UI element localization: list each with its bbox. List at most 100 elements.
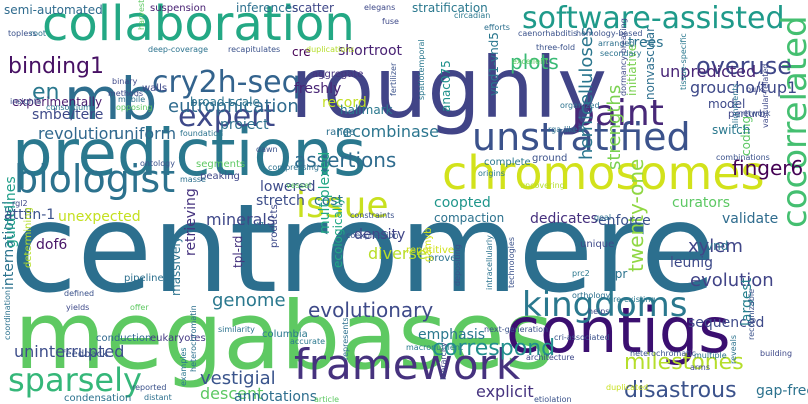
word: vessel	[286, 181, 312, 190]
word: perturb	[728, 109, 766, 120]
word: alignments	[731, 83, 740, 128]
word: evolutionary	[308, 298, 434, 322]
word: leunig	[670, 255, 714, 271]
word: accurate	[290, 337, 326, 346]
word: nonvascular	[643, 26, 657, 100]
word: en	[32, 80, 60, 105]
word: helps	[588, 307, 610, 316]
word: recognizable	[747, 288, 756, 340]
word: repetitive	[406, 245, 455, 256]
word: ontology	[140, 159, 175, 168]
word: circadian	[454, 11, 491, 20]
word: ground	[532, 153, 568, 164]
word: eutrophication	[168, 96, 299, 117]
word: tpr	[610, 267, 628, 281]
word: examples	[179, 347, 188, 386]
word: stretch	[256, 193, 305, 209]
word: retrieving	[183, 188, 199, 256]
word: coordination	[3, 290, 12, 340]
word: attfin-1	[4, 207, 56, 223]
word: insights	[10, 97, 42, 106]
word: cry2h-seq	[152, 65, 301, 100]
word: experimentally	[12, 95, 103, 109]
word: roughly	[290, 39, 607, 137]
word: masse	[180, 175, 206, 184]
word: tpl-rd	[231, 235, 245, 268]
word: vnd	[706, 239, 729, 253]
word: plots	[510, 50, 559, 74]
word: emphasis	[418, 327, 486, 343]
word: dof6	[36, 237, 68, 253]
word: vnd7	[244, 221, 264, 230]
word: coopted	[434, 195, 491, 211]
word: range	[326, 127, 356, 138]
word: collaboration	[42, 0, 355, 52]
word: xylem	[688, 236, 743, 257]
word: organized	[560, 101, 600, 110]
word: arms	[690, 363, 711, 372]
word: constraints	[350, 211, 395, 220]
word: fuse	[382, 17, 399, 26]
word: mb	[64, 65, 158, 133]
word: unpredicted	[660, 62, 757, 81]
word: tissue-specific	[679, 33, 688, 90]
word: bulk	[746, 85, 764, 94]
word: arranged	[598, 39, 635, 48]
word: harvested	[137, 0, 146, 30]
word: issue	[296, 185, 389, 226]
word: binary	[112, 77, 138, 86]
word: building	[760, 349, 793, 358]
word: three-fold	[536, 43, 576, 52]
word: switch	[712, 123, 751, 137]
word: expert	[178, 99, 276, 134]
word: centromere	[10, 178, 716, 320]
word: vnd1-vnd5	[487, 32, 501, 96]
word: recombinase	[336, 122, 439, 141]
word: compaction	[434, 211, 505, 225]
word: ecologically	[331, 197, 345, 268]
word: foundation	[180, 129, 224, 138]
word: finger6	[732, 156, 804, 180]
word: prove	[428, 253, 457, 264]
word: reported	[132, 383, 167, 392]
word: record	[322, 95, 367, 111]
word: software-assisted	[522, 1, 785, 36]
word: minerals	[206, 210, 276, 229]
word: cost	[314, 193, 344, 209]
word: unexpected	[58, 209, 141, 225]
word: framework	[294, 340, 521, 389]
word: scatter	[292, 1, 334, 15]
word: coexpression	[346, 231, 399, 240]
word: binding1	[8, 54, 105, 79]
word: condensation	[64, 393, 132, 404]
word: milestones	[624, 350, 744, 375]
word: recapitulates	[228, 45, 281, 54]
word: megabases	[14, 282, 554, 391]
word: unstratified	[472, 115, 691, 159]
word: offer	[130, 303, 149, 312]
word: cocorrelated	[775, 15, 808, 228]
word: elegans	[364, 3, 396, 12]
word: conduction	[96, 333, 152, 344]
word: diverse	[368, 244, 427, 263]
word: lowered	[260, 179, 316, 195]
word: unique	[580, 239, 615, 250]
word: network	[738, 109, 771, 118]
word: depositing	[453, 244, 462, 286]
word: assertions	[294, 148, 397, 172]
word: paint	[572, 93, 664, 134]
word: curators	[672, 195, 731, 211]
word: uninterrupted	[14, 342, 125, 361]
word: consortium	[46, 103, 91, 112]
word: disastrous	[624, 378, 737, 403]
word: uncovering	[520, 181, 565, 190]
word: etiolation	[534, 395, 572, 404]
word: segments	[196, 159, 246, 170]
word: goal	[594, 213, 612, 222]
word: secondary	[600, 49, 642, 58]
word: determining	[23, 207, 34, 268]
word: gamyb	[423, 227, 434, 262]
word: defined	[64, 289, 95, 298]
word: deep-coverage	[148, 45, 209, 54]
word: dedicates	[530, 211, 598, 227]
